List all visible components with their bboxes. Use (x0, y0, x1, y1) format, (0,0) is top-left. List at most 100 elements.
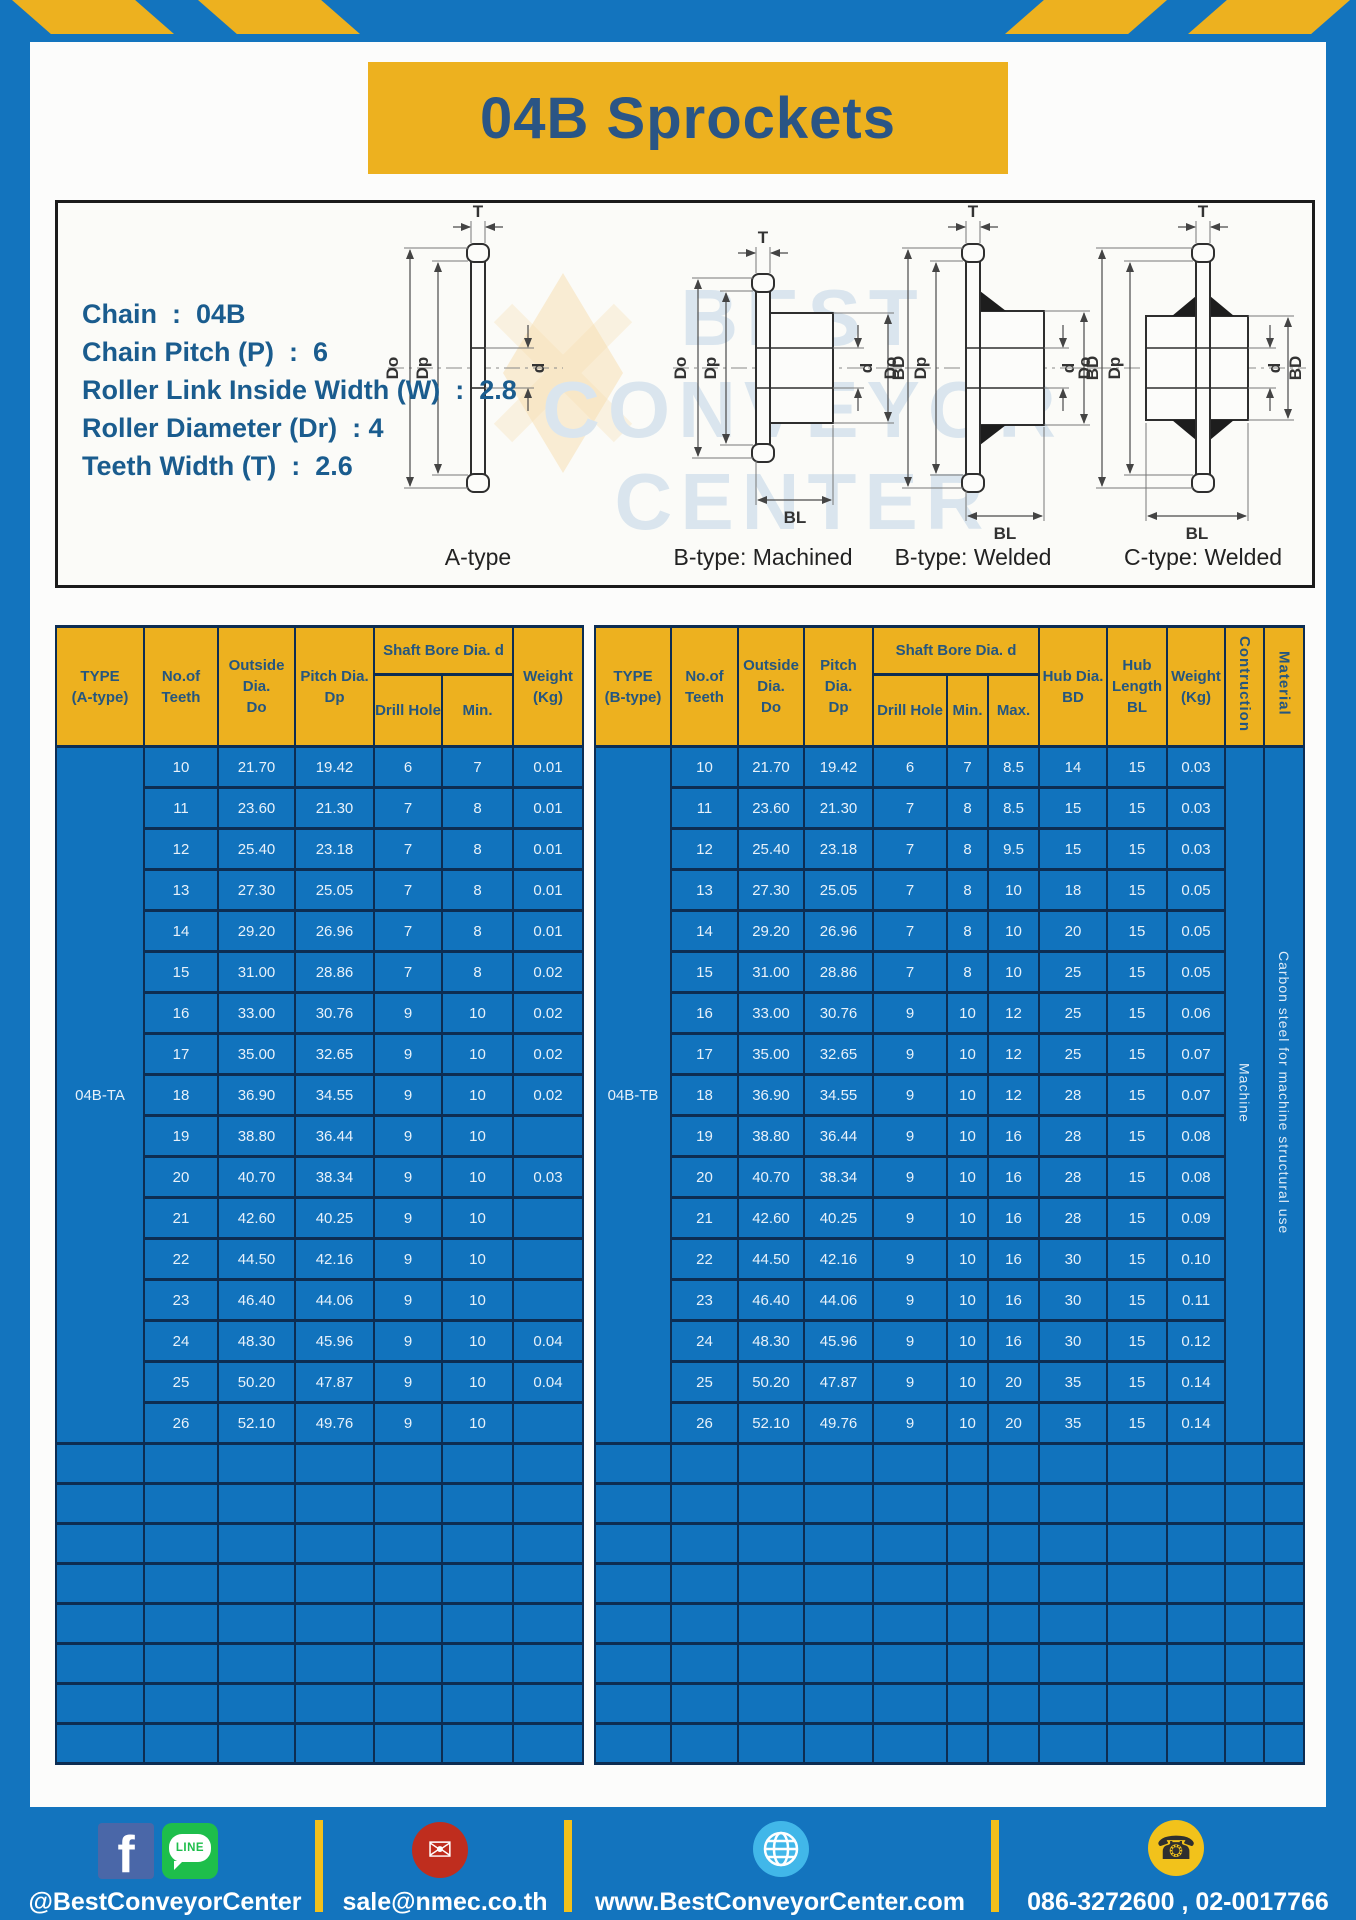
svg-text:BL: BL (994, 524, 1017, 543)
phone-glyph: ☎ (1156, 1830, 1196, 1866)
table-cell: 8 (946, 827, 989, 871)
table-cell: 15 (1038, 786, 1108, 830)
table-cell: 25.05 (803, 868, 874, 912)
table-cell (440, 1722, 515, 1765)
table-cell (440, 1682, 515, 1725)
empty-table-row (594, 1562, 1305, 1605)
table-cell: 21.70 (737, 745, 805, 789)
table-cell: 8 (440, 827, 515, 871)
table-cell: 12 (987, 991, 1040, 1035)
table-cell (1224, 1482, 1265, 1525)
table-cell (294, 1682, 375, 1725)
table-row: 04B-TA 10 21.70 19.42 6 7 0.01 (55, 745, 585, 1445)
table-cell: 15 (1106, 1073, 1168, 1117)
construction-cell-label: Machine (1236, 1063, 1253, 1123)
table-cell: 15 (1106, 1155, 1168, 1199)
table-cell: 0.02 (512, 1032, 585, 1076)
table-cell: 12 (987, 1073, 1040, 1117)
table-cell (143, 1562, 219, 1605)
table-cell: 7 (872, 950, 948, 994)
table-cell: 46.40 (217, 1278, 296, 1322)
table-cell (1106, 1562, 1168, 1605)
table-cell: 10 (440, 1401, 515, 1445)
table-cell (217, 1642, 296, 1685)
table-cell: 7 (440, 745, 515, 789)
table-cell: 26 (670, 1401, 739, 1445)
table-row: 13 27.30 25.05 7 8 10 18 15 0.05 (595, 868, 1304, 912)
table-cell: 9 (373, 1032, 443, 1076)
table-cell (1038, 1522, 1108, 1565)
table-cell: 28 (1038, 1114, 1108, 1158)
table-cell (143, 1722, 219, 1765)
table-cell (737, 1562, 805, 1605)
table-cell (872, 1642, 948, 1685)
table-cell (143, 1522, 219, 1565)
empty-table-row (594, 1442, 1305, 1485)
table-cell: 8 (440, 868, 515, 912)
table-cell: 8 (440, 786, 515, 830)
table-cell (670, 1442, 739, 1485)
table-cell: 32.65 (803, 1032, 874, 1076)
col-header-construction: Contruction (1224, 625, 1265, 748)
table-cell: 8.5 (987, 745, 1040, 789)
table-cell: 38.80 (217, 1114, 296, 1158)
empty-table-row (594, 1722, 1305, 1765)
table-cell (737, 1602, 805, 1645)
table-cell (803, 1722, 874, 1765)
table-row: 12 25.40 23.18 7 8 0.01 (56, 827, 585, 871)
svg-text:B-type: Machined: B-type: Machined (674, 544, 853, 570)
table-cell: 23 (670, 1278, 739, 1322)
table-cell: 50.20 (737, 1360, 805, 1404)
table-cell: 26.96 (294, 909, 375, 953)
table-cell: 8 (946, 868, 989, 912)
type-cell: 04B-TB (594, 745, 672, 1445)
mail-glyph: ✉ (427, 1833, 453, 1867)
svg-text:d: d (1265, 363, 1284, 373)
footer-social-handle: @BestConveyorCenter (28, 1888, 302, 1916)
table-row: 23 46.40 44.06 9 10 (56, 1278, 585, 1322)
table-cell (670, 1482, 739, 1525)
table-cell: 40.25 (803, 1196, 874, 1240)
table-cell: 8 (440, 950, 515, 994)
table-cell: 9 (373, 1237, 443, 1281)
col-header-weight: Weight (Kg) (512, 625, 585, 748)
table-cell (373, 1642, 443, 1685)
table-cell (512, 1278, 585, 1322)
table-row: 26 52.10 49.76 9 10 (56, 1401, 585, 1445)
table-cell: 9.5 (987, 827, 1040, 871)
table-cell: 0.06 (1166, 991, 1226, 1035)
col-header-weight: Weight (Kg) (1166, 625, 1226, 748)
table-cell (987, 1722, 1040, 1765)
table-cell: 16 (987, 1114, 1040, 1158)
table-cell: 10 (440, 1360, 515, 1404)
table-cell (1106, 1722, 1168, 1765)
diagram-box: BEST CONVEYOR CENTER Do Dp (55, 200, 1315, 588)
table-cell: 15 (1106, 1401, 1168, 1445)
table-cell (512, 1401, 585, 1445)
table-cell (55, 1642, 145, 1685)
table-cell: 46.40 (737, 1278, 805, 1322)
table-cell: 9 (872, 1196, 948, 1240)
table-cell (737, 1442, 805, 1485)
table-cell (440, 1522, 515, 1565)
table-cell: 19.42 (294, 745, 375, 789)
table-cell: 10 (946, 1114, 989, 1158)
table-cell: 10 (946, 991, 989, 1035)
table-cell: 34.55 (803, 1073, 874, 1117)
material-cell-label: Carbon steel for machine structural use (1276, 951, 1292, 1235)
table-row: 21 42.60 40.25 9 10 (56, 1196, 585, 1240)
table-cell: 29.20 (217, 909, 296, 953)
top-stripe-decoration (1188, 0, 1350, 34)
table-cell (946, 1682, 989, 1725)
table-cell: 7 (872, 868, 948, 912)
table-cell: 9 (373, 1196, 443, 1240)
table-cell (1224, 1442, 1265, 1485)
table-cell (217, 1442, 296, 1485)
table-cell (294, 1642, 375, 1685)
table-cell: 10 (946, 1155, 989, 1199)
table-cell: 42.60 (737, 1196, 805, 1240)
table-cell: 9 (373, 991, 443, 1035)
table-cell: 7 (373, 868, 443, 912)
table-cell: 8 (946, 950, 989, 994)
